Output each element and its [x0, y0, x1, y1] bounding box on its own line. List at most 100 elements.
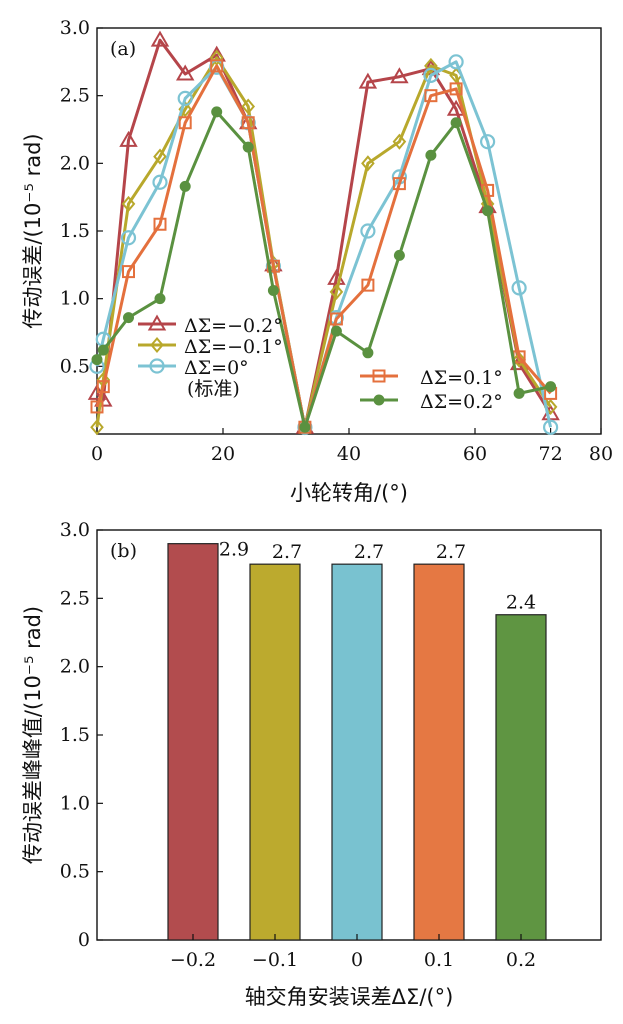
data-point	[123, 312, 134, 324]
data-point	[542, 419, 559, 435]
x-tick-label: −0.2	[170, 949, 216, 971]
y-tick-label: 1.0	[60, 792, 90, 814]
x-tick-label: 80	[589, 443, 613, 465]
panel-b-bars: −0.2 2.9 −0.1 2.7 0 2.7 0.1 2.7 0.2 2.4	[167, 539, 547, 971]
bar	[495, 614, 547, 941]
data-point	[90, 400, 104, 414]
data-point	[241, 98, 256, 115]
y-tick-label: 2.0	[60, 656, 90, 678]
data-point	[481, 183, 495, 197]
panel-b-label: (b)	[110, 540, 137, 562]
data-point	[424, 89, 438, 103]
panel-a-xlabel: 小轮转角/(°)	[290, 481, 408, 505]
data-point	[175, 64, 195, 81]
data-point	[122, 265, 135, 279]
x-tick-label: 60	[463, 443, 487, 465]
data-point	[299, 421, 311, 433]
y-tick-label: 1.0	[60, 288, 90, 310]
x-tick-label: −0.1	[252, 949, 298, 971]
data-point	[393, 249, 405, 261]
bar-value-label: 2.7	[354, 541, 384, 563]
x-tick-label: 20	[211, 443, 235, 465]
y-tick-label: 3.0	[60, 17, 90, 39]
data-point	[423, 67, 439, 83]
bar-value-label: 2.7	[436, 541, 466, 563]
data-point	[362, 347, 374, 359]
data-point	[154, 293, 166, 305]
panel-a-ylabel: 传动误差/(10⁻⁵ rad)	[21, 133, 45, 328]
y-tick-label: 0.5	[60, 861, 90, 883]
data-point	[153, 217, 167, 231]
data-point	[392, 177, 406, 191]
bar-value-label: 2.7	[272, 541, 302, 563]
data-point	[91, 354, 103, 366]
legend-entry-label: ΔΣ=0.2°	[420, 391, 503, 413]
x-tick-label: 0	[91, 443, 103, 465]
panel-b-ylabel: 传动误差峰峰值/(10⁻⁵ rad)	[21, 606, 45, 864]
legend-swatch-marker	[147, 314, 167, 331]
legend-swatch-marker	[372, 369, 386, 383]
legend-swatch-marker	[373, 394, 385, 406]
data-point	[425, 149, 437, 161]
data-point	[330, 325, 342, 337]
data-point	[482, 205, 494, 217]
data-point	[361, 155, 375, 172]
y-tick-label: 1.5	[60, 220, 90, 242]
data-point	[209, 49, 224, 66]
data-point	[392, 133, 407, 150]
legend-swatch-marker	[150, 336, 164, 354]
legend-entry-label: ΔΣ=−0.1°	[184, 336, 283, 358]
data-point	[513, 387, 525, 399]
panel-b-xlabel: 轴交角安装误差ΔΣ/(°)	[245, 985, 454, 1009]
data-point	[121, 195, 136, 212]
data-point	[358, 72, 378, 89]
y-tick-label: 0	[78, 929, 90, 951]
data-point	[329, 312, 343, 326]
panel-a-legend: ΔΣ=−0.2°ΔΣ=−0.1°ΔΣ=0°(标准) ΔΣ=0.1°ΔΣ=0.2°	[138, 314, 503, 413]
data-point	[179, 180, 191, 192]
bar	[331, 563, 383, 941]
y-tick-label: 3.0	[60, 519, 90, 541]
data-point	[267, 285, 279, 297]
data-point	[90, 419, 104, 436]
data-point	[153, 148, 167, 165]
x-tick-label: 0.1	[424, 949, 454, 971]
legend-swatch-marker	[149, 358, 165, 374]
panel-b: (b) 0 0.5 1.0 1.5 2.0 2.5 3.0 −0.2 2.9 −0.1 2.7 0 2…	[21, 519, 602, 1009]
data-point	[150, 30, 170, 47]
bar	[249, 563, 301, 941]
panel-a-ticks: 0 20 40 60 72 80 0.5 1.0 1.5 2.0 2.5 3.0	[60, 17, 613, 465]
data-point	[152, 174, 168, 190]
data-point	[360, 223, 376, 239]
data-point	[511, 280, 527, 296]
legend-entry-label: ΔΣ=0°	[184, 357, 249, 379]
bar	[413, 563, 465, 941]
data-point	[178, 116, 192, 130]
x-tick-label: 0.2	[506, 949, 536, 971]
data-point	[177, 90, 193, 106]
data-point	[97, 344, 109, 356]
y-tick-label: 1.5	[60, 724, 90, 746]
y-tick-label: 0.5	[60, 355, 90, 377]
data-point	[211, 106, 223, 118]
data-point	[448, 54, 464, 70]
data-point	[480, 134, 496, 150]
data-point	[120, 230, 137, 246]
legend-entry-label: (标准)	[187, 378, 240, 400]
legend-entry-label: ΔΣ=0.1°	[420, 367, 503, 389]
y-tick-label: 2.5	[60, 85, 90, 107]
data-point	[450, 117, 462, 129]
data-point	[119, 130, 138, 147]
y-tick-label: 2.5	[60, 587, 90, 609]
data-point	[545, 381, 557, 393]
y-tick-label: 2.0	[60, 152, 90, 174]
series-line-4	[91, 106, 557, 433]
bar-value-label: 2.9	[219, 539, 249, 561]
panel-b-ticks: 0 0.5 1.0 1.5 2.0 2.5 3.0	[60, 519, 103, 951]
data-point	[361, 278, 375, 292]
data-point	[96, 380, 110, 394]
panel-a: (a) 0 20 40 60 72 80 0.5 1.0 1.5 2.0 2.5 3.0 ΔΣ=−0.…	[21, 17, 613, 505]
x-tick-label: 40	[337, 443, 361, 465]
x-tick-label: 72	[539, 443, 563, 465]
